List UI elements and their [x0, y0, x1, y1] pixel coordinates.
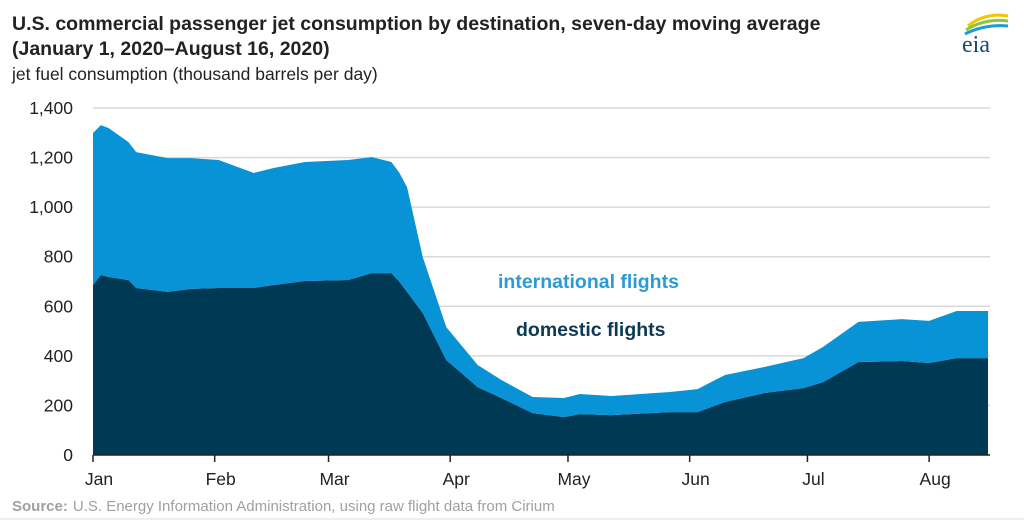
- x-tick-label: Mar: [319, 469, 349, 489]
- y-tick-label: 1,200: [29, 148, 73, 168]
- x-tick-label: Jan: [85, 469, 113, 489]
- chart-subtitle: (January 1, 2020–August 16, 2020): [12, 38, 330, 60]
- x-tick-label: Jun: [682, 469, 710, 489]
- x-tick-label: Jul: [802, 469, 824, 489]
- y-tick-label: 200: [44, 395, 73, 415]
- series-label-domestic: domestic flights: [516, 319, 666, 341]
- x-tick-label: Apr: [443, 469, 470, 489]
- area-international: [93, 125, 988, 418]
- x-tick-label: Aug: [920, 469, 951, 489]
- y-tick-label: 1,000: [29, 197, 73, 217]
- x-tick-label: May: [557, 469, 590, 489]
- y-axis-label: jet fuel consumption (thousand barrels p…: [11, 64, 378, 84]
- chart-title: U.S. commercial passenger jet consumptio…: [12, 13, 821, 35]
- source-label: Source:: [12, 498, 68, 515]
- area-domestic: [93, 273, 988, 455]
- series-label-international: international flights: [498, 271, 679, 293]
- y-tick-label: 400: [44, 346, 73, 366]
- y-tick-label: 1,400: [29, 98, 73, 118]
- y-tick-label: 0: [63, 445, 73, 465]
- y-tick-label: 800: [44, 247, 73, 267]
- x-tick-label: Feb: [206, 469, 236, 489]
- y-tick-label: 600: [44, 296, 73, 316]
- source-text: U.S. Energy Information Administration, …: [73, 498, 555, 515]
- source-note: Source: U.S. Energy Information Administr…: [12, 498, 555, 515]
- eia-logo: eia: [962, 13, 1009, 58]
- svg-text:eia: eia: [962, 32, 990, 58]
